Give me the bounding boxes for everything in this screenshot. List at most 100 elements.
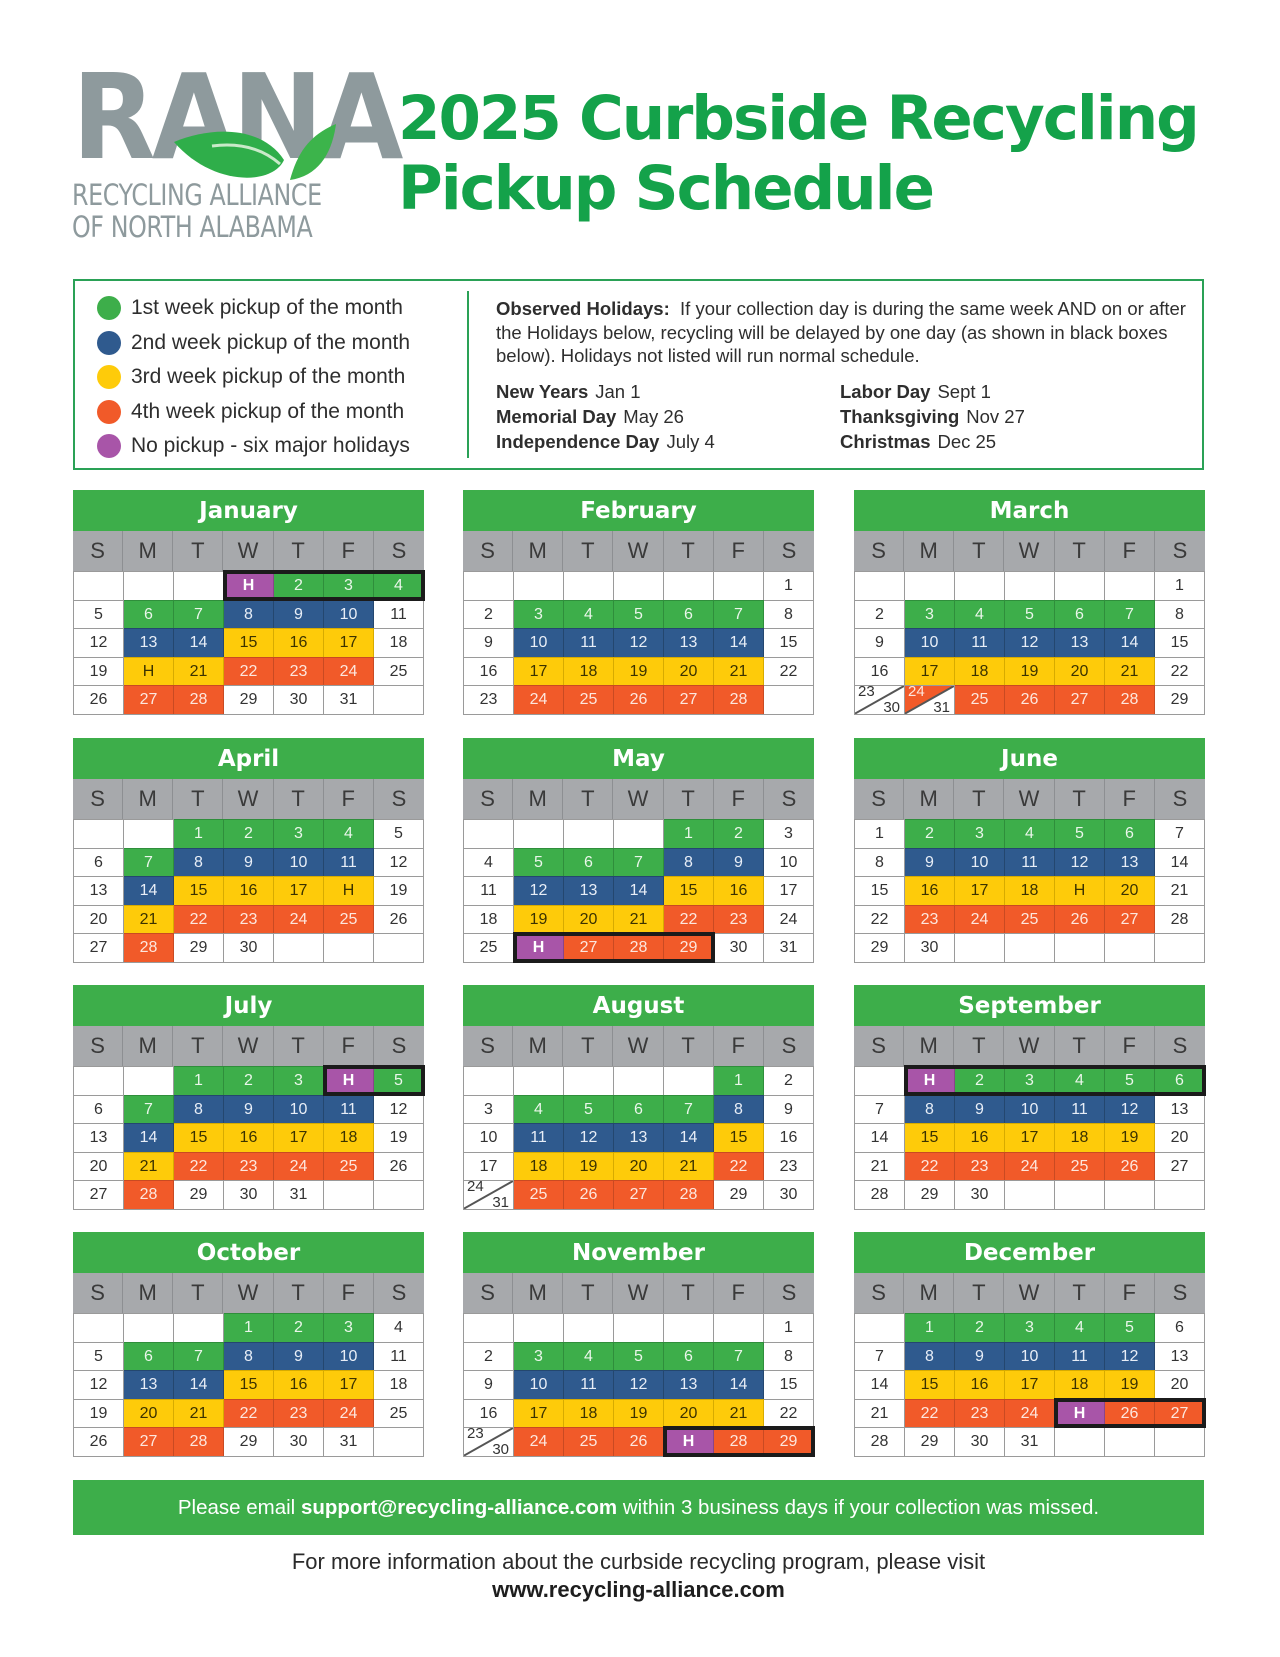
day-cell: 22	[855, 904, 905, 934]
day-cell: 2	[764, 1066, 814, 1095]
weekday-label: T	[1055, 531, 1105, 571]
weekday-label: S	[73, 1026, 124, 1066]
weekday-label: T	[173, 779, 224, 819]
day-cell: 4	[955, 599, 1005, 629]
day-cell: 22	[905, 1398, 955, 1428]
split-day-cell: 23 30	[464, 1427, 514, 1456]
day-cell: 15	[224, 628, 274, 657]
month-title: September	[854, 985, 1205, 1026]
day-cell	[514, 1066, 564, 1095]
day-cell: 8	[224, 599, 274, 629]
weekday-label: S	[391, 1280, 407, 1305]
color-dot-icon	[97, 365, 121, 390]
day-cell	[74, 1313, 124, 1342]
day-cell: 27	[664, 685, 714, 714]
day-cell: 14	[714, 1370, 764, 1399]
website-link[interactable]: www.recycling-alliance.com	[492, 1577, 785, 1602]
weekday-label: M	[123, 1026, 174, 1066]
day-cell: 2	[274, 1313, 324, 1342]
legend-label: 2nd week pickup of the month	[131, 330, 411, 354]
day-cell: 31	[324, 685, 374, 714]
day-cell: 30	[274, 1427, 324, 1456]
color-dot-icon	[97, 399, 121, 424]
day-cell: 4	[1055, 1066, 1105, 1095]
leaf-icon	[174, 124, 336, 180]
day-cell: 15	[905, 1370, 955, 1399]
day-cell: 7	[124, 1094, 174, 1124]
day-cell	[855, 1066, 905, 1095]
weekday-label: F	[1105, 1273, 1155, 1313]
day-cell: 15	[224, 1370, 274, 1399]
month-title: July	[73, 985, 424, 1026]
day-cell: 29	[905, 1427, 955, 1456]
day-cell	[374, 933, 424, 962]
day-cell: 21	[614, 904, 664, 934]
support-email-link[interactable]: support@recycling-alliance.com	[300, 1496, 618, 1519]
day-cell: 12	[74, 1370, 124, 1399]
day-cell: 5	[374, 819, 424, 848]
day-cell: 26	[1005, 685, 1055, 714]
month-title: November	[463, 1232, 814, 1273]
holiday-entry: Independence Day July 4	[496, 430, 840, 454]
day-cell: 23	[764, 1151, 814, 1181]
day-cell: 17	[464, 1151, 514, 1181]
weekday-label: F	[1105, 779, 1155, 819]
weekday-label: T	[274, 779, 324, 819]
weekday-label: S	[1172, 538, 1188, 563]
day-cell: 27	[124, 1427, 174, 1456]
day-cell: 24	[274, 904, 324, 934]
day-cell: 7	[1105, 599, 1155, 629]
day-cell: 21	[855, 1151, 905, 1181]
diagonal-split-icon	[464, 1428, 513, 1456]
day-cell: 10	[514, 1370, 564, 1399]
day-cell: 18	[564, 656, 614, 686]
day-cell: 9	[464, 1370, 514, 1399]
day-cell: 22	[1155, 656, 1205, 686]
day-grid: 1 2 3 4 5 6 7 8 9 10 11 12 13 14 15 16 17 H 19 20 21 22 23 24 25…	[73, 819, 424, 963]
weekday-label: T	[173, 1026, 224, 1066]
day-number: 23	[858, 685, 875, 701]
day-cell: 11	[1005, 847, 1055, 877]
day-cell: 4	[374, 1313, 424, 1342]
weekday-label: M	[513, 779, 564, 819]
holiday-name: New Years	[496, 381, 589, 402]
day-cell: 4	[1055, 1313, 1105, 1342]
weekday-label: T	[274, 531, 324, 571]
day-cell	[74, 571, 124, 600]
day-cell: 10	[514, 628, 564, 657]
weekday-label: W	[1004, 779, 1055, 819]
day-cell: 5	[514, 847, 564, 877]
day-cell	[614, 571, 664, 600]
day-cell	[74, 1066, 124, 1095]
weekday-label: T	[664, 1026, 714, 1066]
weekday-label: S	[854, 1273, 905, 1313]
day-cell: 13	[74, 876, 124, 905]
day-cell: 23	[955, 1151, 1005, 1181]
day-cell: 19	[74, 1398, 124, 1428]
weekday-label: F	[324, 1273, 374, 1313]
month-calendar-december: December S M T W T F S 1 2 3 4 5 6 7 8 9 10 11 12 13 14 15 16 17…	[854, 1232, 1206, 1457]
day-cell: 6	[124, 599, 174, 629]
day-cell: 12	[374, 847, 424, 877]
day-cell: 7	[614, 847, 664, 877]
day-cell	[374, 685, 424, 714]
split-day-cell: 24 31	[464, 1180, 514, 1209]
day-cell: 30	[955, 1427, 1005, 1456]
day-cell: 19	[614, 1398, 664, 1428]
missed-collection-banner: Please email support@recycling-alliance.…	[73, 1480, 1204, 1535]
day-cell: 3	[764, 819, 814, 848]
month-calendar-may: May S M T W T F S 1 2 3 4 5 6 7 8 9 10 11 12 13 14 15 16 17 18 19 2…	[463, 738, 814, 963]
day-cell: 19	[614, 656, 664, 686]
day-cell: 31	[324, 1427, 374, 1456]
legend-item: 3rd week pickup of the month	[97, 360, 410, 395]
day-cell	[1105, 1427, 1155, 1456]
day-cell	[124, 1313, 174, 1342]
day-cell	[1105, 571, 1155, 600]
day-cell: 18	[1005, 876, 1055, 905]
day-cell	[764, 685, 814, 714]
day-cell: 10	[274, 1094, 324, 1124]
day-cell: 12	[1005, 628, 1055, 657]
